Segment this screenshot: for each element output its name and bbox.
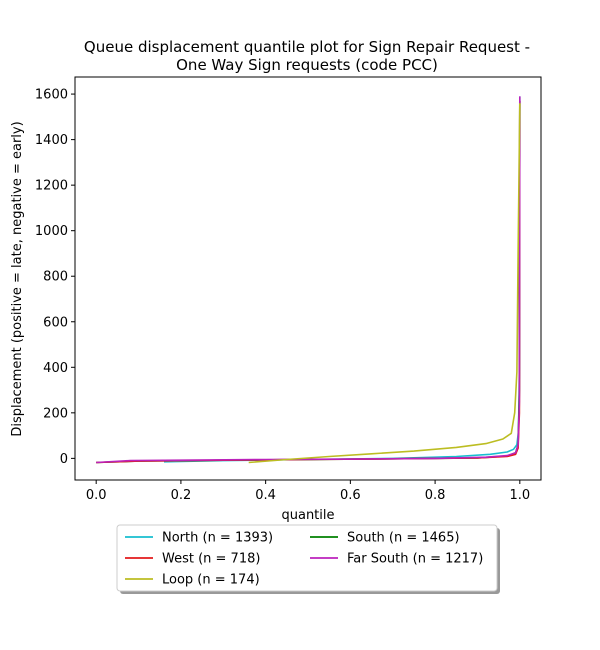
legend-entry: Loop (n = 174) — [162, 573, 260, 588]
x-axis-label: quantile — [281, 508, 334, 523]
legend-entry: Far South (n = 1217) — [347, 552, 483, 567]
y-tick-label: 600 — [43, 315, 68, 330]
y-tick-label: 1600 — [35, 88, 68, 103]
x-tick-label: 0.8 — [425, 488, 446, 503]
plot-area — [96, 96, 521, 464]
series-line-loop — [248, 103, 521, 464]
x-tick-label: 0.2 — [171, 488, 192, 503]
y-tick-label: 400 — [43, 361, 68, 376]
y-axis-label: Displacement (positive = late, negative … — [10, 121, 25, 436]
legend-box — [116, 524, 498, 592]
y-axis: 0 200 400 600 800 1000 1200 1400 1600 — [35, 88, 75, 467]
plot-frame — [74, 76, 542, 481]
x-tick-label: 0.6 — [340, 488, 361, 503]
y-tick-label: 200 — [43, 406, 68, 421]
y-tick-label: 1200 — [35, 179, 68, 194]
legend: North (n = 1393) West (n = 718) Loop (n = … — [116, 524, 500, 594]
y-tick-label: 1000 — [35, 224, 68, 239]
x-tick-label: 0.4 — [255, 488, 276, 503]
chart-title-line-2: One Way Sign requests (code PCC) — [176, 56, 438, 74]
x-tick-label: 1.0 — [509, 488, 530, 503]
series-line-north — [163, 96, 521, 463]
x-axis: 0.0 0.2 0.4 0.6 0.8 1.0 — [86, 480, 530, 503]
legend-entry: West (n = 718) — [162, 552, 260, 567]
series-line-west — [96, 100, 521, 464]
legend-entry: North (n = 1393) — [162, 531, 273, 546]
legend-entry: South (n = 1465) — [347, 531, 460, 546]
series-line-far-south — [96, 96, 521, 464]
y-tick-label: 800 — [43, 270, 68, 285]
series-line-south — [96, 100, 521, 464]
y-tick-label: 1400 — [35, 133, 68, 148]
y-tick-label: 0 — [60, 452, 68, 467]
x-tick-label: 0.0 — [86, 488, 107, 503]
chart-title-line-1: Queue displacement quantile plot for Sig… — [84, 38, 530, 56]
